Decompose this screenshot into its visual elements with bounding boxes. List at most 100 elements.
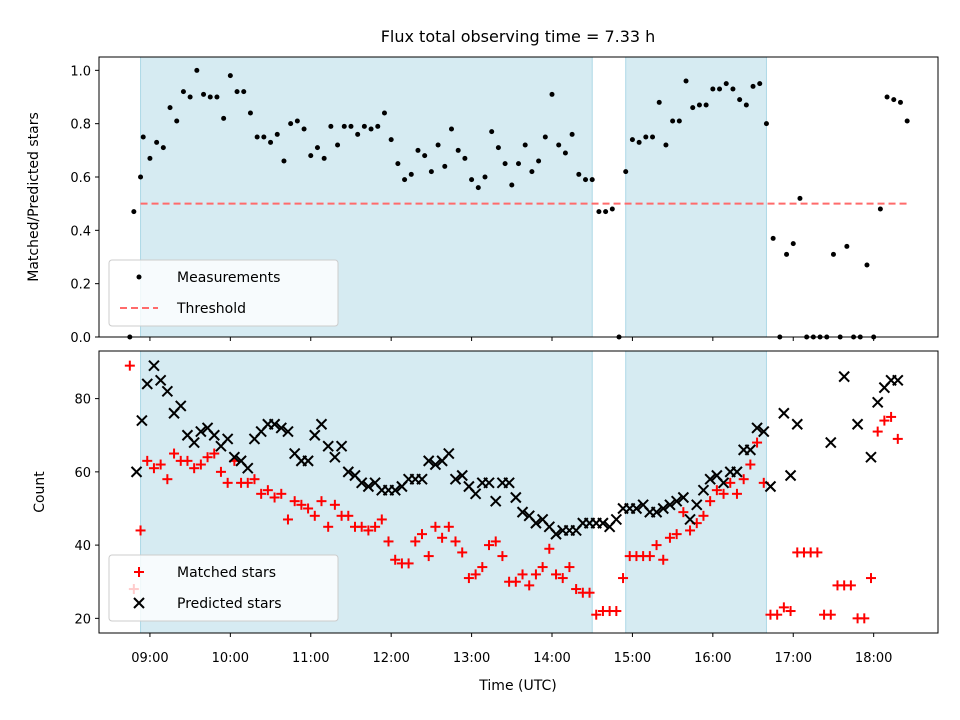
predicted-star-point [892,374,904,387]
legend-label-predicted: Predicted stars [177,596,282,612]
matched-star-point [356,521,367,532]
matched-star-point [731,488,742,499]
measurement-point [596,209,602,215]
predicted-star-point [136,414,148,427]
measurement-point [422,153,428,159]
matched-star-point [142,455,153,466]
measurement-point [609,206,615,212]
matched-star-point [685,525,696,536]
predicted-star-point [389,484,401,496]
measurement-point [743,102,749,108]
matched-star-point [410,536,421,547]
top-y-tick-label: 1.0 [70,64,91,79]
matched-star-point [423,551,434,562]
measurement-point [201,91,207,97]
measurement-point [549,91,555,97]
matched-star-point [343,510,354,521]
measurement-point [140,134,146,140]
x-tick-label: 18:00 [855,651,892,666]
legend-marker-matched [134,567,144,577]
predicted-star-point [342,466,354,478]
measurement-point [897,99,903,105]
bottom-panel: 09:00 10:00 11:00 12:00 13:00 14:00 15:00 16:00… [32,350,939,666]
matched-star-point [148,463,159,474]
measurement-point [696,102,702,108]
top-axes-frame [98,56,939,338]
matched-star-point [644,551,655,562]
measurement-point [576,171,582,177]
x-tick-label: 13:00 [453,651,490,666]
top-panel: 0.0 0.2 0.4 0.6 0.8 1.0 Matched/Predicted sta… [26,56,939,346]
top-legend-box [108,259,339,327]
predicted-star-point [422,455,435,467]
measurement-point [723,81,729,87]
matched-star-point [477,562,488,573]
measurement-point [234,89,240,95]
top-y-tick-label: 0.6 [70,171,91,186]
predicted-star-point [677,491,690,504]
measurement-point [603,209,609,215]
measurement-point [428,169,434,175]
measurement-point [482,174,488,180]
measurement-point [268,139,274,145]
bottom-legend-box [108,554,339,622]
matched-star-point [678,507,689,518]
matched-star-point [450,536,461,547]
measurement-point [589,177,595,183]
measurement-point [737,97,743,103]
matched-star-point [658,554,669,565]
x-tick-label: 12:00 [372,651,409,666]
measurement-point [154,139,160,145]
bottom-legend: Matched stars Predicted stars [108,554,339,622]
measurement-point [569,131,575,137]
measurement-point [583,177,589,183]
measurement-point [864,262,870,268]
measurement-point [308,153,314,159]
measurement-point [830,251,836,257]
measurement-point [395,161,401,167]
predicted-star-point [275,422,287,434]
measurement-point [502,161,508,167]
measurement-point [516,161,521,167]
predicted-star-point [684,513,696,526]
top-y-tick-label: 0.0 [70,331,91,346]
predicted-star-point [309,429,321,441]
predicted-star-point [630,502,643,515]
predicted-star-point [838,370,850,383]
predicted-star-point [851,418,864,430]
matched-star-point [772,609,783,620]
predicted-star-point [670,495,683,507]
x-tick-label: 09:00 [131,651,168,666]
legend-label-matched: Matched stars [177,565,276,581]
matched-star-point [162,474,173,485]
measurement-point [294,118,300,124]
predicted-star-point [221,433,234,445]
predicted-star-point [242,462,254,474]
top-legend: Measurements Threshold [108,259,339,327]
matched-star-point [711,485,722,496]
measurement-point [194,67,200,73]
predicted-star-point [704,473,716,485]
predicted-star-point [784,469,797,482]
predicted-star-point [865,451,877,463]
measurement-point [381,110,387,116]
matched-star-point [403,558,414,569]
matched-star-point [383,536,394,547]
matched-star-point [316,496,327,507]
matched-star-point [745,459,756,470]
measurement-point [442,163,448,169]
predicted-star-point [871,396,884,408]
matched-star-point [618,573,629,584]
measurement-point [415,147,421,153]
measurement-point [341,123,347,129]
matched-star-point [249,474,260,485]
measurement-point [187,94,193,100]
matched-star-point [845,580,856,591]
matched-star-point [664,532,675,543]
measurement-point [703,102,709,108]
measurement-point [877,206,883,212]
measurement-point [408,171,414,177]
measurement-point [214,94,220,100]
matched-star-point [470,569,481,580]
